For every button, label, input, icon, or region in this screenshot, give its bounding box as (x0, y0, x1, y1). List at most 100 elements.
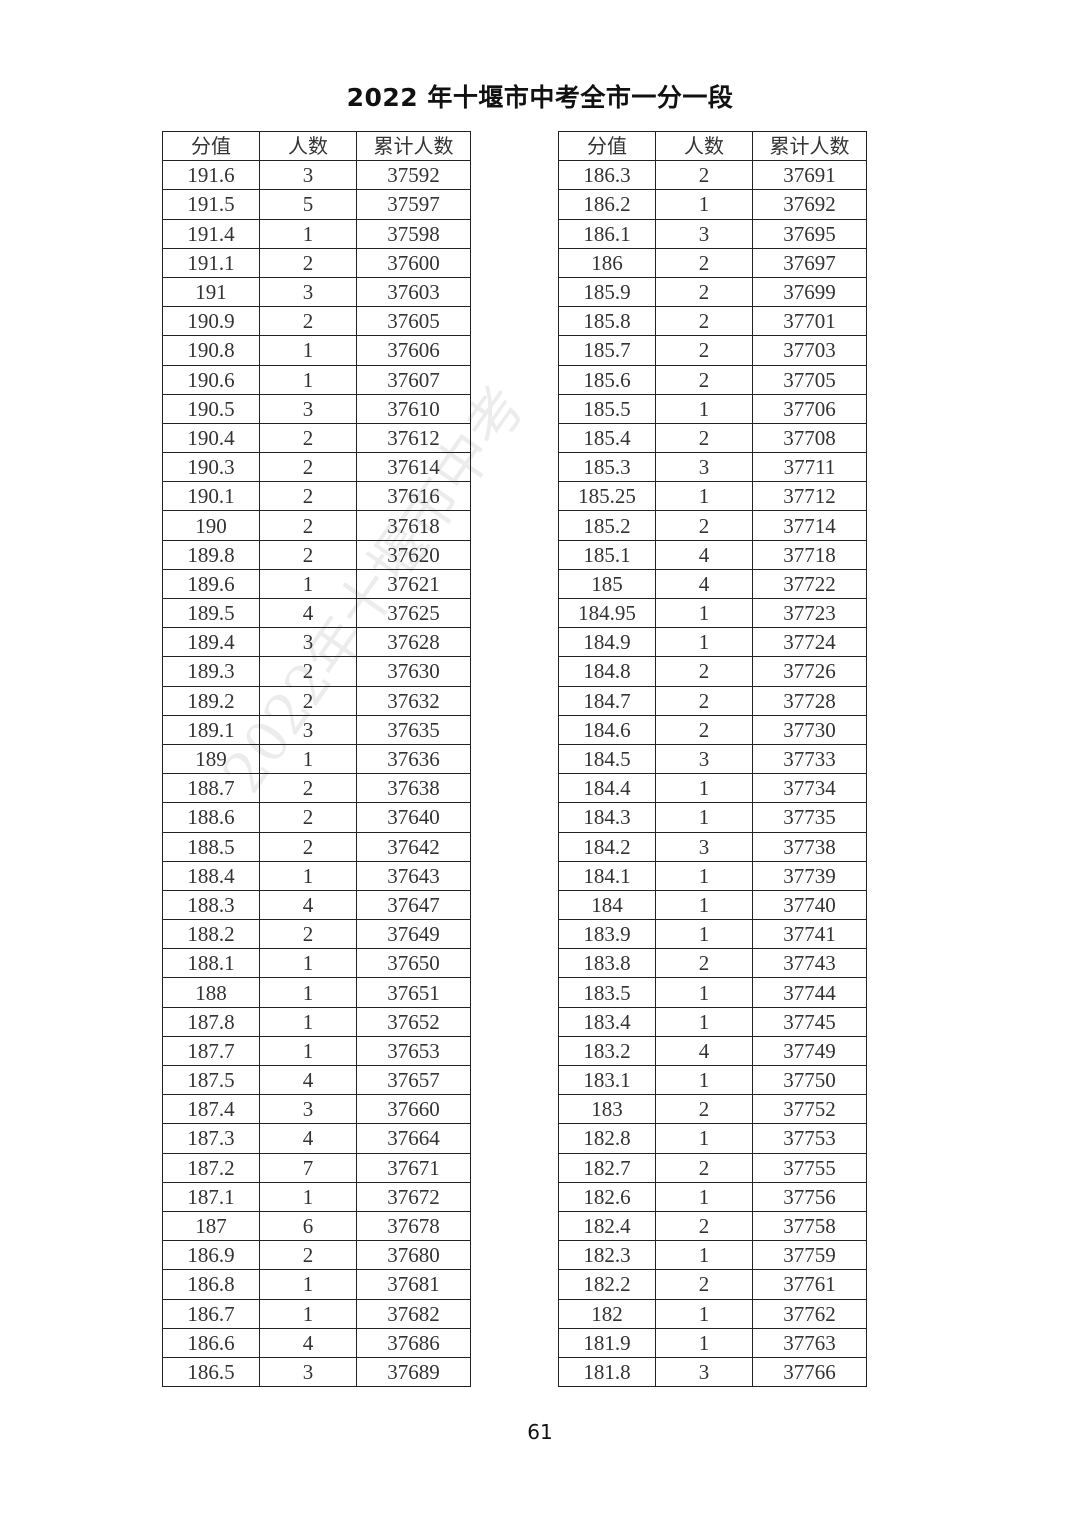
cell-count: 2 (259, 306, 357, 337)
table-row: 191 3 37603 (162, 276, 471, 308)
cell-cumulative: 37728 (752, 685, 867, 716)
cell-score: 184.5 (558, 743, 656, 775)
cell-score: 184.6 (558, 714, 656, 745)
table-row: 184.7 2 37728 (558, 685, 867, 716)
table-row: 190.8 1 37606 (162, 335, 471, 366)
table-row: 189.5 4 37625 (162, 597, 471, 629)
cell-score: 184.8 (558, 656, 656, 687)
cell-cumulative: 37620 (356, 539, 471, 570)
table-row: 190 2 37618 (162, 510, 471, 541)
cell-count: 1 (259, 568, 357, 600)
table-row: 187.4 3 37660 (162, 1094, 471, 1125)
table-row: 191.6 3 37592 (162, 160, 471, 191)
cell-cumulative: 37600 (356, 247, 471, 278)
cell-count: 2 (655, 656, 753, 687)
table-row: 185.4 2 37708 (558, 422, 867, 454)
cell-cumulative: 37735 (752, 802, 867, 833)
cell-cumulative: 37652 (356, 1006, 471, 1037)
cell-count: 2 (655, 1210, 753, 1242)
cell-cumulative: 37657 (356, 1064, 471, 1096)
table-row: 189 1 37636 (162, 743, 471, 775)
cell-count: 4 (259, 1327, 357, 1358)
table-row: 184 1 37740 (558, 889, 867, 921)
cell-count: 1 (259, 364, 357, 395)
cell-score: 183 (558, 1094, 656, 1125)
cell-cumulative: 37714 (752, 510, 867, 541)
cell-score: 185.8 (558, 306, 656, 337)
cell-cumulative: 37681 (356, 1269, 471, 1300)
table-row: 182.2 2 37761 (558, 1269, 867, 1300)
cell-count: 1 (655, 627, 753, 658)
cell-score: 187 (162, 1210, 260, 1242)
table-row: 189.3 2 37630 (162, 656, 471, 687)
table-row: 184.3 1 37735 (558, 802, 867, 833)
cell-count: 2 (655, 247, 753, 278)
cell-cumulative: 37755 (752, 1152, 867, 1183)
table-row: 187.3 4 37664 (162, 1123, 471, 1154)
cell-score: 183.2 (558, 1035, 656, 1067)
cell-count: 3 (259, 714, 357, 745)
cell-score: 189.8 (162, 539, 260, 570)
cell-score: 191.4 (162, 218, 260, 249)
cell-count: 6 (259, 1210, 357, 1242)
table-row: 186 2 37697 (558, 247, 867, 278)
cell-cumulative: 37740 (752, 889, 867, 921)
cell-cumulative: 37708 (752, 422, 867, 454)
cell-cumulative: 37724 (752, 627, 867, 658)
cell-score: 183.9 (558, 919, 656, 950)
cell-cumulative: 37664 (356, 1123, 471, 1154)
cell-count: 2 (655, 422, 753, 454)
table-row: 186.9 2 37680 (162, 1240, 471, 1271)
cell-score: 185 (558, 568, 656, 600)
cell-cumulative: 37636 (356, 743, 471, 775)
cell-count: 2 (259, 1240, 357, 1271)
cell-score: 183.4 (558, 1006, 656, 1037)
cell-cumulative: 37628 (356, 627, 471, 658)
table-row: 183.4 1 37745 (558, 1006, 867, 1037)
table-row: 185.8 2 37701 (558, 306, 867, 337)
cell-score: 190.1 (162, 481, 260, 512)
cell-cumulative: 37766 (752, 1356, 867, 1388)
cell-cumulative: 37612 (356, 422, 471, 454)
cell-count: 1 (259, 218, 357, 249)
cell-score: 185.6 (558, 364, 656, 395)
cell-cumulative: 37763 (752, 1327, 867, 1358)
table-row: 185.25 1 37712 (558, 481, 867, 512)
table-header-row: 分值 人数 累计人数 (558, 130, 867, 162)
table-row: 191.4 1 37598 (162, 218, 471, 249)
cell-count: 3 (655, 452, 753, 483)
cell-cumulative: 37691 (752, 160, 867, 191)
cell-count: 3 (655, 831, 753, 862)
table-row: 184.6 2 37730 (558, 714, 867, 745)
cell-count: 2 (655, 1094, 753, 1125)
table-row: 190.5 3 37610 (162, 393, 471, 424)
cell-cumulative: 37597 (356, 189, 471, 220)
table-row: 187.5 4 37657 (162, 1064, 471, 1096)
cell-count: 2 (655, 714, 753, 745)
cell-score: 181.9 (558, 1327, 656, 1358)
cell-cumulative: 37739 (752, 860, 867, 891)
header-cumulative: 累计人数 (356, 130, 471, 162)
table-row: 187.1 1 37672 (162, 1181, 471, 1212)
cell-count: 1 (259, 977, 357, 1008)
cell-score: 186.1 (558, 218, 656, 249)
cell-count: 2 (655, 1152, 753, 1183)
cell-count: 4 (259, 889, 357, 921)
cell-count: 2 (655, 335, 753, 366)
cell-count: 1 (655, 889, 753, 921)
cell-score: 186.9 (162, 1240, 260, 1271)
cell-cumulative: 37703 (752, 335, 867, 366)
cell-cumulative: 37692 (752, 189, 867, 220)
cell-count: 2 (259, 773, 357, 804)
header-score: 分值 (558, 130, 656, 162)
cell-count: 7 (259, 1152, 357, 1183)
cell-score: 182.4 (558, 1210, 656, 1242)
cell-cumulative: 37689 (356, 1356, 471, 1388)
cell-count: 1 (259, 1269, 357, 1300)
cell-cumulative: 37680 (356, 1240, 471, 1271)
table-row: 187.8 1 37652 (162, 1006, 471, 1037)
cell-cumulative: 37762 (752, 1298, 867, 1329)
cell-score: 188.5 (162, 831, 260, 862)
table-row: 185.1 4 37718 (558, 539, 867, 570)
cell-score: 184.4 (558, 773, 656, 804)
